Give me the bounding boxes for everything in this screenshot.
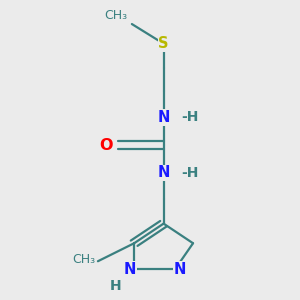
Text: N: N bbox=[158, 165, 170, 180]
Text: -H: -H bbox=[181, 166, 198, 180]
Text: N: N bbox=[173, 262, 186, 277]
Text: CH₃: CH₃ bbox=[73, 253, 96, 266]
Text: -H: -H bbox=[181, 110, 198, 124]
Text: CH₃: CH₃ bbox=[104, 9, 128, 22]
Text: H: H bbox=[110, 279, 122, 292]
Text: S: S bbox=[158, 36, 169, 51]
Text: N: N bbox=[123, 262, 136, 277]
Text: N: N bbox=[158, 110, 170, 125]
Text: O: O bbox=[99, 138, 113, 153]
